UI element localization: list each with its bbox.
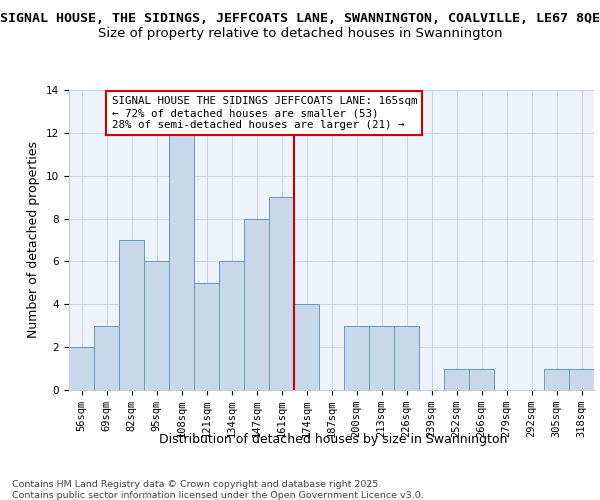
Bar (469, 368, 494, 390)
Bar (544, 368, 569, 390)
Bar (369, 326, 394, 390)
Bar (169, 133, 194, 390)
Bar (444, 368, 469, 390)
Bar (69, 347, 94, 390)
Bar (119, 240, 144, 390)
Bar (94, 326, 119, 390)
Text: Distribution of detached houses by size in Swannington: Distribution of detached houses by size … (159, 432, 507, 446)
Text: SIGNAL HOUSE, THE SIDINGS, JEFFCOATS LANE, SWANNINGTON, COALVILLE, LE67 8QE: SIGNAL HOUSE, THE SIDINGS, JEFFCOATS LAN… (0, 12, 600, 26)
Bar (194, 283, 219, 390)
Bar (294, 304, 319, 390)
Text: Contains HM Land Registry data © Crown copyright and database right 2025.
Contai: Contains HM Land Registry data © Crown c… (12, 480, 424, 500)
Y-axis label: Number of detached properties: Number of detached properties (28, 142, 40, 338)
Bar (394, 326, 419, 390)
Bar (244, 218, 269, 390)
Text: SIGNAL HOUSE THE SIDINGS JEFFCOATS LANE: 165sqm
← 72% of detached houses are sma: SIGNAL HOUSE THE SIDINGS JEFFCOATS LANE:… (112, 96, 417, 130)
Bar (219, 262, 244, 390)
Bar (344, 326, 369, 390)
Bar (144, 262, 169, 390)
Text: Size of property relative to detached houses in Swannington: Size of property relative to detached ho… (98, 28, 502, 40)
Bar (569, 368, 594, 390)
Bar (269, 197, 294, 390)
